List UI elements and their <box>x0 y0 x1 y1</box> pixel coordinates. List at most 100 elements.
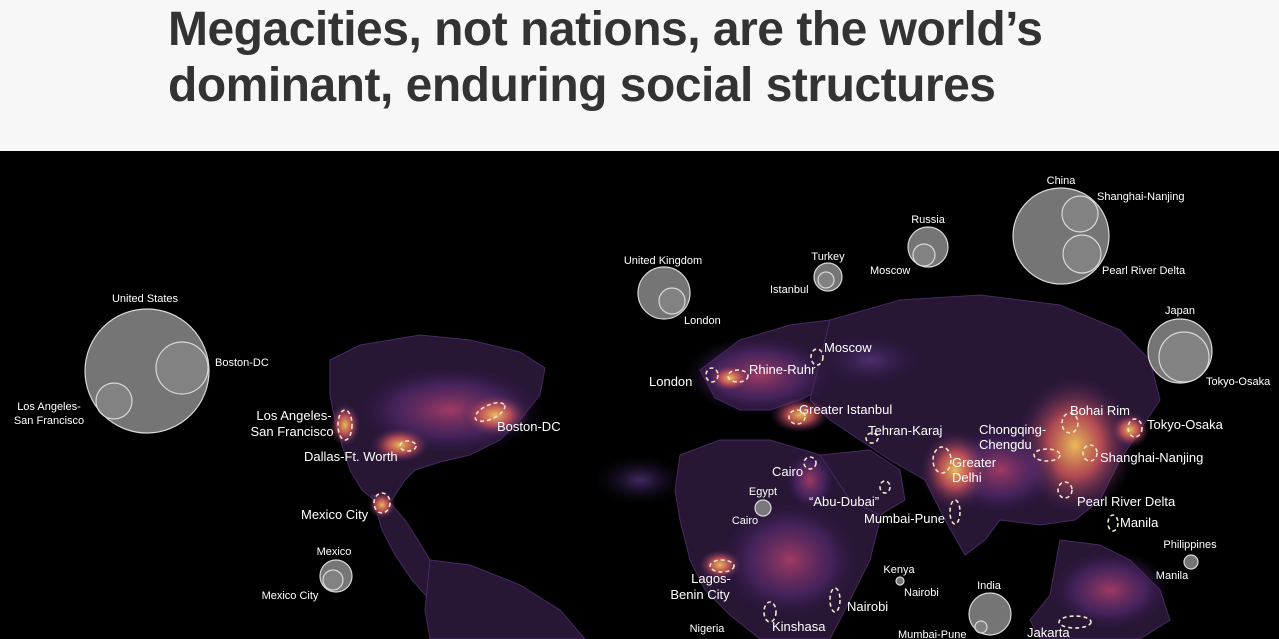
label-lagos-1: Lagos- <box>691 571 731 586</box>
label-tokyo-osaka: Tokyo-Osaka <box>1147 417 1224 432</box>
outline-shanghai <box>1082 444 1098 462</box>
outline-nairobi <box>829 587 841 613</box>
label-kinshasa: Kinshasa <box>772 619 826 634</box>
label-united-kingdom: United Kingdom <box>624 255 702 267</box>
label-manila: Manila <box>1120 515 1159 530</box>
label-bubble-cairo: Cairo <box>732 515 758 527</box>
outline-jakarta <box>1058 615 1092 629</box>
bubble-label-layer: United States Boston-DC Los Angeles- San… <box>14 175 1271 639</box>
headline-line-2: dominant, enduring social structures <box>168 59 996 112</box>
article-headline: Megacities, not nations, are the world’s… <box>168 2 1068 114</box>
label-cairo: Cairo <box>772 464 803 479</box>
label-chongqing-1: Chongqing- <box>979 422 1046 437</box>
megacities-world-map: United States Boston-DC Los Angeles- San… <box>0 151 1279 639</box>
outline-pearl-river <box>1057 481 1073 499</box>
label-turkey: Turkey <box>811 251 845 263</box>
bubble-london <box>658 287 686 315</box>
label-dallas: Dallas-Ft. Worth <box>304 449 398 464</box>
bubble-pearl-river-delta <box>1062 234 1102 274</box>
label-russia: Russia <box>911 214 946 226</box>
outline-istanbul <box>788 409 806 425</box>
label-bubble-la-sf-1: Los Angeles- <box>17 401 81 413</box>
label-london: London <box>649 374 692 389</box>
bubble-mumbai-pune <box>974 620 988 634</box>
outline-rhine-ruhr <box>727 369 749 383</box>
label-philippines: Philippines <box>1163 539 1217 551</box>
label-chongqing-2: Chengdu <box>979 437 1032 452</box>
population-glow-layer <box>329 330 1170 630</box>
outline-abu-dubai <box>879 480 891 494</box>
label-abu-dubai: “Abu-Dubai” <box>809 494 879 509</box>
outline-kinshasa <box>763 601 777 623</box>
outline-tokyo <box>1127 418 1143 438</box>
outline-mexico-city <box>373 492 391 514</box>
bubble-boston-dc <box>155 341 209 395</box>
label-japan: Japan <box>1165 305 1195 317</box>
arabia-landmass <box>819 449 906 516</box>
label-bubble-la-sf-2: San Francisco <box>14 415 84 427</box>
bubble-mexico-city <box>322 569 344 591</box>
label-kenya: Kenya <box>883 564 915 576</box>
label-bubble-shanghai-nanjing: Shanghai-Nanjing <box>1097 191 1184 203</box>
label-bubble-pearl-river-delta: Pearl River Delta <box>1102 265 1186 277</box>
label-pearl-river-delta: Pearl River Delta <box>1077 494 1176 509</box>
label-bubble-london: London <box>684 315 721 327</box>
south-america-landmass <box>424 559 586 639</box>
label-bubble-mexico-city: Mexico City <box>262 590 319 602</box>
label-nigeria: Nigeria <box>690 623 726 635</box>
label-greater-delhi-2: Delhi <box>952 470 982 485</box>
outline-moscow <box>810 348 824 366</box>
outline-london <box>705 367 719 383</box>
outline-manila <box>1107 514 1119 532</box>
bubble-la-sf <box>95 382 133 420</box>
label-india: India <box>977 580 1002 592</box>
label-la-sf-2: San Francisco <box>250 424 333 439</box>
label-tehran-karaj: Tehran-Karaj <box>868 423 943 438</box>
outline-dallas <box>399 440 417 452</box>
outline-cairo <box>803 456 817 470</box>
label-bubble-tokyo-osaka: Tokyo-Osaka <box>1206 376 1271 388</box>
label-bubble-istanbul: Istanbul <box>770 284 809 296</box>
label-rhine-ruhr: Rhine-Ruhr <box>749 362 816 377</box>
label-bubble-moscow: Moscow <box>870 265 910 277</box>
label-bubble-boston-dc: Boston-DC <box>215 357 269 369</box>
bubble-moscow <box>912 243 936 267</box>
bubble-shanghai-nanjing <box>1061 195 1099 233</box>
bubble-philippines <box>1183 554 1199 570</box>
city-outline-layer <box>337 348 1143 629</box>
label-lagos-2: Benin City <box>670 587 730 602</box>
bubble-kenya <box>895 576 905 586</box>
article-header: Megacities, not nations, are the world’s… <box>0 0 1279 151</box>
outline-bohai <box>1061 412 1079 434</box>
label-bubble-nairobi: Nairobi <box>904 587 939 599</box>
city-label-layer: Los Angeles- San Francisco Dallas-Ft. Wo… <box>250 340 1223 639</box>
label-bubble-manila: Manila <box>1156 570 1189 582</box>
headline-line-1: Megacities, not nations, are the world’s <box>168 3 1043 56</box>
label-nairobi: Nairobi <box>847 599 888 614</box>
label-mexico: Mexico <box>317 546 352 558</box>
label-greater-istanbul: Greater Istanbul <box>799 402 892 417</box>
label-china: China <box>1047 175 1077 187</box>
label-la-sf-1: Los Angeles- <box>256 408 331 423</box>
label-greater-delhi-1: Greater <box>952 455 997 470</box>
label-shanghai-nanjing: Shanghai-Nanjing <box>1100 450 1203 465</box>
outline-mumbai <box>949 499 961 525</box>
label-mexico-city: Mexico City <box>301 507 369 522</box>
outline-boston-dc <box>474 401 506 423</box>
label-moscow: Moscow <box>824 340 872 355</box>
comparison-bubble-layer <box>84 187 1213 636</box>
bubble-tokyo-osaka <box>1158 331 1210 383</box>
label-bohai-rim: Bohai Rim <box>1070 403 1130 418</box>
label-jakarta: Jakarta <box>1027 625 1070 639</box>
bubble-istanbul <box>817 271 835 289</box>
outline-chongqing <box>1033 448 1061 462</box>
label-bubble-mumbai-pune: Mumbai-Pune <box>898 629 966 639</box>
outline-la-sf <box>337 409 353 441</box>
outline-delhi <box>932 446 952 474</box>
label-united-states: United States <box>112 293 179 305</box>
bubble-china <box>1012 187 1110 285</box>
label-mumbai-pune: Mumbai-Pune <box>864 511 945 526</box>
outline-lagos <box>709 559 735 573</box>
label-boston-dc: Boston-DC <box>497 419 561 434</box>
bubble-egypt <box>754 499 772 517</box>
